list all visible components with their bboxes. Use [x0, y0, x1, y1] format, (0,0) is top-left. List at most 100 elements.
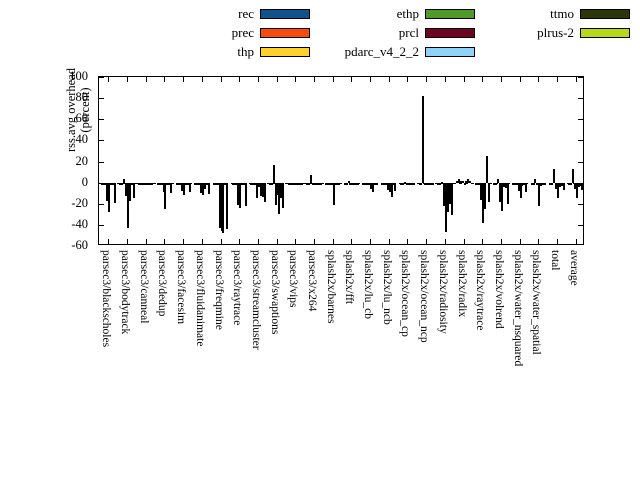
bar-plrus-2-parsec3/swaptions [282, 182, 285, 208]
bar-rec-splash2x/raytrace [474, 182, 477, 185]
bar-ttmo-parsec3/facesim [186, 182, 189, 185]
x-tick-label: parsec3/fluidanimate [193, 250, 206, 347]
x-tick-mark [183, 77, 184, 82]
bar-thp-splash2x/lu_ncb [384, 182, 387, 185]
bar-plrus-2-parsec3/vips [300, 182, 303, 185]
bar-pdarc_v4_2_2-parsec3/fluidanimate [203, 182, 206, 189]
x-tick-label: parsec3/swaptions [268, 250, 281, 335]
zero-baseline [99, 182, 583, 184]
x-tick-label: average [567, 250, 580, 286]
bar-prcl-splash2x/radix [463, 182, 466, 185]
x-tick-mark [295, 77, 296, 82]
x-tick-mark [389, 77, 390, 82]
x-tick-label: splash2x/fft [343, 250, 356, 305]
x-tick-mark [146, 239, 147, 244]
x-tick-label: parsec3/canneal [137, 250, 150, 324]
bar-ttmo-parsec3/vips [299, 182, 302, 185]
bar-ethp-parsec3/bodytrack [125, 182, 128, 197]
x-tick-mark [464, 239, 465, 244]
bar-ethp-splash2x/volrend [498, 182, 501, 202]
bar-thp-parsec3/x264 [310, 175, 313, 183]
x-tick-mark [333, 77, 334, 82]
x-tick-label: parsec3/dedup [156, 250, 169, 317]
bar-ethp-parsec3/swaptions [274, 182, 277, 205]
bar-thp-parsec3/swaptions [272, 164, 275, 183]
x-tick-label: splash2x/volrend [492, 250, 505, 329]
x-tick-mark [295, 239, 296, 244]
bar-prcl-parsec3/freqmine [220, 182, 223, 232]
bar-thp-parsec3/fluidanimate [198, 182, 200, 185]
bar-pdarc_v4_2_2-splash2x/ocean_cp [409, 182, 412, 185]
bar-ethp-parsec3/fluidanimate [199, 182, 202, 194]
bar-ttmo-parsec3/bodytrack [130, 182, 133, 185]
x-tick-mark [108, 77, 109, 82]
legend-swatch-prec [260, 27, 310, 38]
bar-prec-parsec3/dedup [158, 182, 161, 185]
x-tick-label: splash2x/ocean_ncp [418, 250, 431, 343]
x-tick-mark [445, 239, 446, 244]
legend-swatch-rec [260, 8, 310, 19]
bar-rec-parsec3/x264 [306, 182, 309, 185]
bar-prcl-parsec3/x264 [313, 182, 316, 185]
bar-thp-parsec3/dedup [160, 182, 163, 185]
y-tick-mark [99, 203, 104, 205]
bar-pdarc_v4_2_2-parsec3/bodytrack [128, 182, 131, 201]
bar-prcl-average [575, 182, 578, 199]
x-tick-mark [127, 239, 128, 244]
bar-rec-splash2x/ocean_ncp [418, 182, 421, 185]
bar-thp-average [571, 168, 574, 183]
x-tick-mark [576, 239, 577, 244]
bar-plrus-2-splash2x/water_nsquared [525, 182, 528, 193]
bar-rec-parsec3/streamcluster [250, 182, 253, 185]
y-tick-mark [578, 161, 583, 163]
x-tick-label: total [548, 250, 561, 271]
bar-plrus-2-parsec3/raytrace [244, 182, 247, 206]
bar-rec-splash2x/volrend [493, 182, 496, 185]
bar-ttmo-parsec3/dedup [168, 182, 171, 185]
bar-ttmo-parsec3/x264 [317, 182, 320, 185]
bar-prcl-splash2x/barnes [332, 182, 335, 205]
bar-pdarc_v4_2_2-splash2x/fft [353, 182, 356, 185]
y-tick-mark [99, 182, 104, 184]
legend-item-prcl: prcl [300, 23, 475, 42]
bar-rec-parsec3/swaptions [268, 182, 271, 185]
x-tick-mark [407, 77, 408, 82]
x-tick-label: splash2x/water_spatial [530, 250, 543, 355]
legend-swatch-pdarc_v4_2_2 [425, 46, 475, 57]
bar-ttmo-parsec3/blackscholes [112, 182, 115, 185]
bar-plrus-2-parsec3/canneal [151, 182, 154, 185]
bar-ttmo-splash2x/radiosity [448, 182, 451, 204]
x-tick-mark [127, 77, 128, 82]
bar-prcl-splash2x/fft [351, 182, 354, 185]
x-tick-label: parsec3/bodytrack [119, 250, 132, 335]
x-tick-mark [501, 239, 502, 244]
chart-legend: rec prec thp ethp prcl pdarc_v4_2_2 ttmo plru… [0, 0, 640, 62]
bar-ttmo-splash2x/lu_cb [373, 182, 376, 185]
bar-pdarc_v4_2_2-parsec3/dedup [166, 182, 169, 185]
bar-ethp-parsec3/facesim [181, 182, 184, 192]
bar-thp-splash2x/ocean_ncp [422, 96, 425, 183]
bar-thp-splash2x/fft [347, 180, 350, 183]
bar-prcl-splash2x/water_spatial [538, 182, 541, 206]
bar-prcl-splash2x/lu_ncb [388, 182, 391, 193]
bar-ttmo-parsec3/canneal [149, 182, 152, 185]
x-tick-mark [407, 239, 408, 244]
x-tick-mark [538, 77, 539, 82]
x-tick-mark [445, 77, 446, 82]
bar-thp-parsec3/bodytrack [123, 179, 126, 183]
bar-ethp-parsec3/dedup [162, 182, 165, 193]
legend-swatch-plrus-2 [580, 27, 630, 38]
bar-thp-parsec3/raytrace [235, 182, 238, 185]
x-tick-mark [146, 77, 147, 82]
bar-thp-splash2x/ocean_cp [403, 181, 406, 184]
bar-plrus-2-splash2x/lu_cb [375, 182, 378, 185]
bar-prec-splash2x/ocean_ncp [420, 182, 423, 185]
bar-prec-splash2x/fft [345, 182, 348, 185]
y-tick-mark [578, 98, 583, 100]
x-tick-label: parsec3/x264 [305, 250, 318, 312]
y-tick-mark [99, 119, 104, 121]
legend-item-plrus-2: plrus-2 [470, 23, 630, 42]
bar-plrus-2-parsec3/bodytrack [132, 182, 135, 199]
x-tick-mark [221, 77, 222, 82]
